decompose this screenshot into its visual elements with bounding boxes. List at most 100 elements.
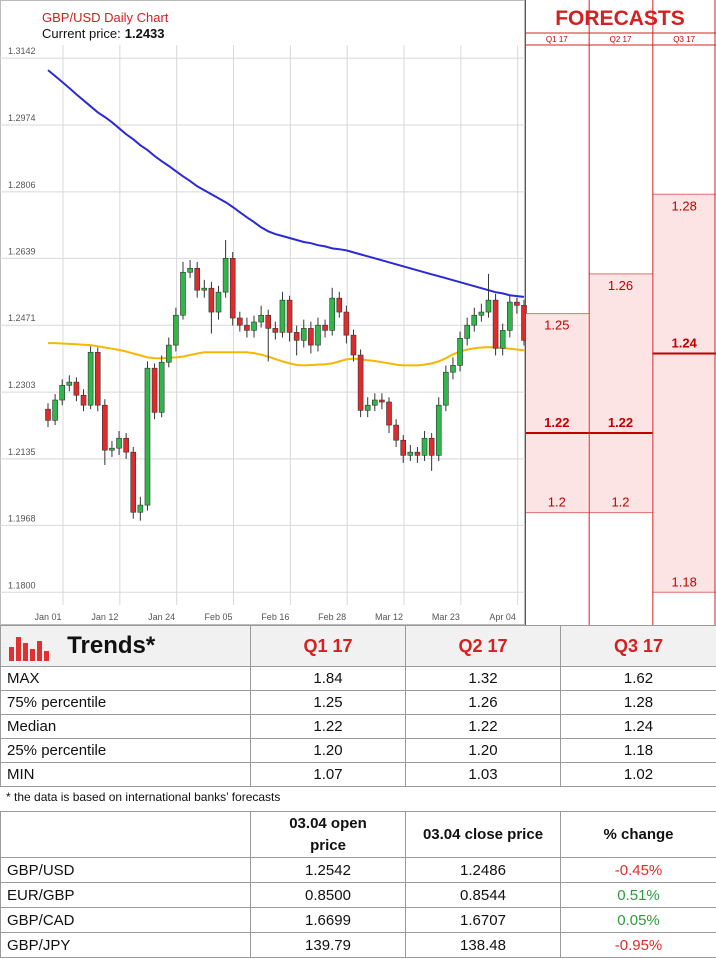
x-tick-label: Feb 28 bbox=[318, 612, 346, 622]
candle-body bbox=[364, 404, 371, 411]
cell: 1.2542 bbox=[250, 857, 406, 883]
y-tick-label: 1.1800 bbox=[8, 580, 36, 590]
row-label: Median bbox=[0, 714, 251, 739]
cell: 138.48 bbox=[405, 932, 561, 958]
candle-body bbox=[102, 404, 108, 451]
candle-body bbox=[187, 267, 193, 273]
chart: FORECASTS GBP/USD Daily Chart Current pr… bbox=[0, 0, 716, 625]
forecast-low-label: 1.18 bbox=[672, 574, 697, 589]
x-tick-label: Jan 24 bbox=[148, 612, 175, 622]
candle-body bbox=[52, 399, 58, 421]
candle-body bbox=[308, 328, 314, 346]
column-header-text: 03.04 open price bbox=[289, 814, 367, 854]
forecast-high-label: 1.25 bbox=[544, 318, 569, 333]
candle-body bbox=[322, 324, 328, 331]
cell: -0.95% bbox=[560, 932, 716, 958]
column-header: Q3 17 bbox=[560, 625, 716, 667]
plot-frame bbox=[0, 0, 525, 625]
candle-body bbox=[492, 299, 499, 349]
candle-body bbox=[66, 381, 73, 386]
candle-body bbox=[343, 311, 350, 336]
trends-table: Trends* Q1 17 Q2 17 Q3 17 MAX 1.84 1.32 1.6… bbox=[0, 625, 716, 787]
row-label: 75% percentile bbox=[0, 690, 251, 715]
cell: 1.28 bbox=[560, 690, 716, 715]
candle-body bbox=[144, 367, 151, 506]
cell: 1.32 bbox=[405, 666, 561, 691]
forecast-column-label: Q3 17 bbox=[673, 35, 695, 44]
forecast-column-label: Q2 17 bbox=[610, 35, 632, 44]
row-label: MIN bbox=[0, 762, 251, 787]
y-tick-label: 1.2303 bbox=[8, 380, 36, 390]
candle-body bbox=[407, 451, 414, 456]
candle-body bbox=[386, 401, 392, 426]
candle-body bbox=[73, 381, 80, 396]
forecast-low-label: 1.2 bbox=[611, 495, 629, 510]
forecast-high-label: 1.28 bbox=[672, 198, 697, 213]
table-row: MAX 1.84 1.32 1.62 bbox=[0, 666, 716, 691]
row-label: MAX bbox=[0, 666, 251, 691]
candle-body bbox=[109, 447, 115, 451]
candle-body bbox=[165, 344, 172, 363]
candle-body bbox=[201, 287, 208, 291]
current-price-label: Current price: bbox=[42, 26, 121, 41]
row-label: GBP/USD bbox=[0, 857, 251, 883]
candle-body bbox=[151, 367, 158, 413]
x-tick-label: Feb 05 bbox=[204, 612, 232, 622]
column-header: 03.04 close price bbox=[405, 811, 561, 858]
table-row: 25% percentile 1.20 1.20 1.18 bbox=[0, 738, 716, 763]
candle-body bbox=[229, 258, 236, 319]
x-tick-label: Apr 04 bbox=[489, 612, 516, 622]
current-price: Current price: 1.2433 bbox=[42, 26, 165, 41]
cell: 1.84 bbox=[250, 666, 406, 691]
candle-body bbox=[194, 267, 200, 291]
x-tick-label: Feb 16 bbox=[261, 612, 289, 622]
candle-body bbox=[336, 297, 343, 313]
candle-body bbox=[45, 408, 51, 421]
cell: 1.22 bbox=[250, 714, 406, 739]
candle-body bbox=[421, 437, 428, 456]
empty-cell bbox=[0, 811, 251, 858]
cell: 1.2486 bbox=[405, 857, 561, 883]
cell: 1.02 bbox=[560, 762, 716, 787]
candle-body bbox=[400, 439, 407, 456]
row-label: GBP/JPY bbox=[0, 932, 251, 958]
row-label: 25% percentile bbox=[0, 738, 251, 763]
candle-body bbox=[428, 437, 435, 456]
candle-body bbox=[137, 504, 144, 513]
cell: 1.62 bbox=[560, 666, 716, 691]
y-tick-label: 1.3142 bbox=[8, 46, 36, 56]
x-tick-label: Jan 01 bbox=[34, 612, 61, 622]
candle-body bbox=[123, 437, 129, 453]
current-price-value: 1.2433 bbox=[125, 26, 165, 41]
candle-body bbox=[315, 324, 321, 346]
column-header: Q1 17 bbox=[250, 625, 406, 667]
candle-body bbox=[251, 321, 257, 331]
row-label: GBP/CAD bbox=[0, 907, 251, 933]
forecast-title: FORECASTS bbox=[555, 7, 685, 30]
candle-body bbox=[94, 351, 101, 406]
y-tick-label: 1.1968 bbox=[8, 513, 36, 523]
table-row: GBP/USD 1.2542 1.2486 -0.45% bbox=[0, 857, 716, 883]
candle-body bbox=[237, 317, 243, 326]
candle-body bbox=[158, 361, 165, 413]
candle-body bbox=[293, 332, 300, 341]
column-header: Q2 17 bbox=[405, 625, 561, 667]
table-row: GBP/CAD 1.6699 1.6707 0.05% bbox=[0, 907, 716, 933]
candle-body bbox=[215, 291, 222, 313]
column-header: 03.04 open price bbox=[250, 811, 406, 858]
cell: 1.25 bbox=[250, 690, 406, 715]
candle-body bbox=[208, 287, 215, 313]
candle-body bbox=[506, 301, 513, 331]
candle-body bbox=[130, 451, 137, 513]
candle-body bbox=[464, 324, 470, 339]
candle-body bbox=[59, 384, 66, 401]
candle-body bbox=[414, 451, 421, 456]
cell: 1.26 bbox=[405, 690, 561, 715]
cell: 1.22 bbox=[405, 714, 561, 739]
candle-body bbox=[258, 314, 264, 323]
candle-body bbox=[478, 311, 485, 316]
candle-body bbox=[272, 328, 279, 333]
candle-body bbox=[173, 314, 179, 346]
x-tick-label: Jan 12 bbox=[91, 612, 118, 622]
